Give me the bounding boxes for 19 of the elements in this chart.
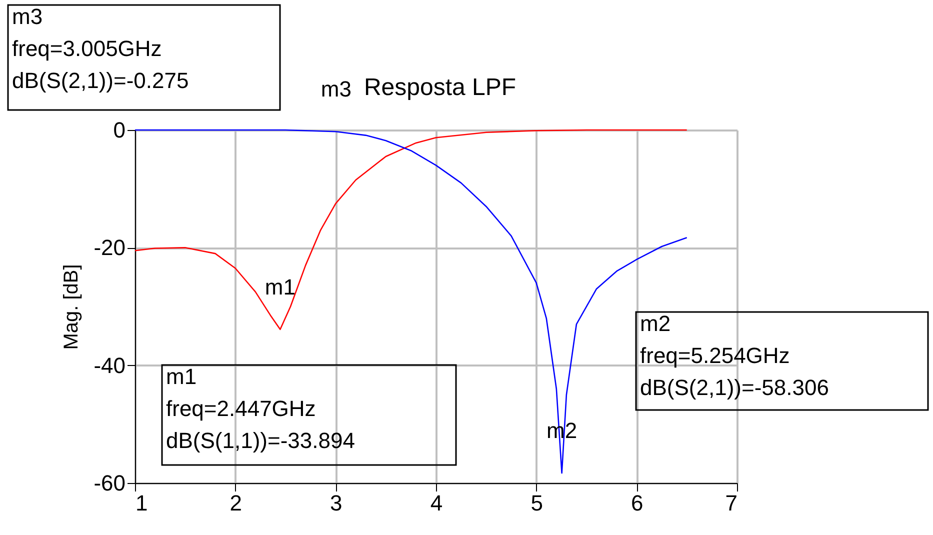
y-tick-label: -20 bbox=[94, 235, 126, 260]
annotation: m2 freq=5.254GHz dB(S(2,1))=-58.306 bbox=[640, 311, 829, 400]
y-tick-label: 0 bbox=[113, 118, 126, 142]
annotation: m1 freq=2.447GHz dB(S(1,1))=-33.894 bbox=[166, 364, 355, 453]
annotation: m3 bbox=[320, 76, 352, 102]
x-tick-label: 5 bbox=[530, 490, 543, 516]
x-tick-label: 2 bbox=[230, 490, 242, 516]
y-tick-label: -40 bbox=[94, 352, 126, 378]
x-tick-label: 3 bbox=[330, 490, 342, 516]
x-tick-label: 6 bbox=[631, 490, 644, 516]
x-tick-label: 1 bbox=[136, 490, 148, 516]
chart-title: Resposta LPF bbox=[364, 74, 516, 101]
y-tick-label: -60 bbox=[94, 470, 126, 496]
text: m3 freq=3.005GHz dB(S(2,1))=-0.275 bbox=[12, 4, 189, 93]
x-tick-label: 7 bbox=[725, 490, 738, 516]
annotation: m1 bbox=[264, 274, 296, 300]
line-series bbox=[134, 129, 688, 330]
x-tick-label: 4 bbox=[430, 490, 443, 516]
y-axis-title: Mag. [dB] bbox=[60, 264, 83, 350]
